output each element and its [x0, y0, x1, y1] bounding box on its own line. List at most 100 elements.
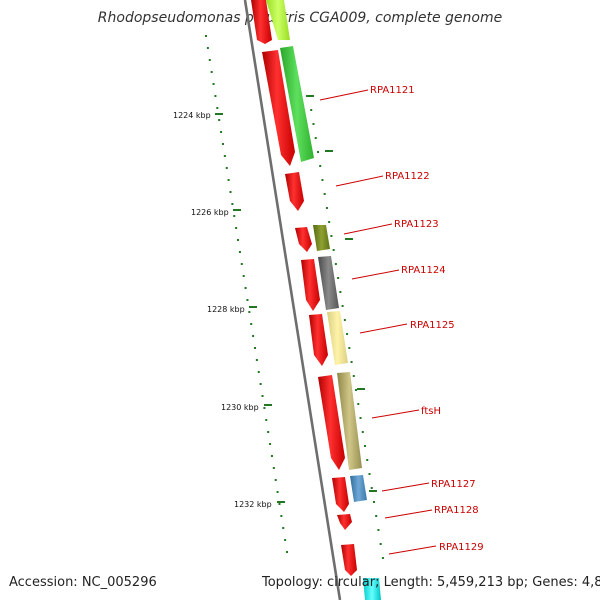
cds-arrow — [309, 314, 328, 366]
scale-tick — [341, 305, 344, 307]
scale-tick — [346, 333, 349, 335]
scale-tick — [249, 306, 257, 308]
gene-block — [318, 256, 339, 310]
scale-tick — [233, 209, 241, 211]
scale-tick — [339, 291, 342, 293]
scale-tick — [238, 251, 241, 253]
gene-label-rpa1124: RPA1124 — [401, 265, 446, 276]
topology-text: Topology: circular; Length: 5,459,213 bp… — [262, 575, 600, 590]
leader-line — [335, 175, 384, 187]
cds-arrow — [332, 477, 349, 512]
scale-tick — [332, 249, 335, 251]
scale-tick — [212, 83, 215, 85]
scale-tick — [248, 311, 251, 313]
kbp-label: 1232 kbp — [234, 500, 272, 509]
scale-tick — [284, 539, 287, 541]
scale-tick — [355, 389, 358, 391]
scale-tick — [223, 155, 226, 157]
gene-block — [337, 372, 362, 470]
gene-label-rpa1125: RPA1125 — [410, 320, 455, 331]
scale-tick — [276, 491, 279, 493]
gene-block — [350, 475, 367, 502]
scale-tick — [372, 501, 375, 503]
scale-tick — [343, 319, 346, 321]
scale-tick — [272, 467, 275, 469]
scale-tick — [229, 191, 232, 193]
gene-block — [280, 46, 314, 162]
scale-tick — [310, 109, 313, 111]
scale-tick — [206, 47, 209, 49]
scale-tick — [357, 388, 365, 390]
scale-tick — [370, 487, 373, 489]
gene-label-rpa1122: RPA1122 — [385, 171, 430, 182]
scale-tick — [218, 119, 221, 121]
scale-tick — [369, 490, 377, 492]
scale-tick — [235, 227, 238, 229]
scale-tick — [231, 203, 234, 205]
scale-tick — [345, 238, 353, 240]
scale-tick — [368, 473, 371, 475]
scale-tick — [255, 359, 258, 361]
scale-tick — [237, 239, 240, 241]
scale-tick — [270, 455, 273, 457]
scale-tick — [328, 221, 331, 223]
scale-tick — [337, 277, 340, 279]
leader-line — [359, 323, 408, 334]
scale-tick — [280, 515, 283, 517]
map-title: Rhodopseudomonas palustris CGA009, compl… — [97, 10, 503, 26]
gene-label-rpa1127: RPA1127 — [431, 479, 476, 490]
kbp-label: 1230 kbp — [221, 403, 259, 412]
scale-tick — [314, 137, 317, 139]
kbp-label: 1228 kbp — [207, 305, 245, 314]
scale-tick — [221, 143, 224, 145]
scale-tick — [210, 71, 213, 73]
cds-arrow — [301, 259, 320, 311]
scale-tick — [381, 557, 384, 559]
scale-tick — [348, 347, 351, 349]
scale-tick — [263, 407, 266, 409]
cds-arrow — [337, 514, 352, 530]
gene-labels: RPA1121 RPA1122 RPA1123 RPA1124 RPA1125 … — [370, 85, 484, 553]
gene-label-ftsh: ftsH — [421, 406, 441, 417]
scale-tick — [325, 207, 328, 209]
kbp-label: 1224 kbp — [173, 111, 211, 120]
scale-tick — [359, 417, 362, 419]
scale-tick — [252, 335, 255, 337]
scale-tick — [242, 275, 245, 277]
cds-arrow — [318, 375, 345, 470]
gene-label-rpa1128: RPA1128 — [434, 505, 479, 516]
leader-line — [388, 545, 437, 555]
cds-arrow — [295, 227, 312, 252]
gene-category-track — [266, 0, 381, 600]
scale-tick — [361, 431, 364, 433]
scale-tick — [282, 527, 285, 529]
leader-line — [343, 223, 393, 235]
cds-forward-track — [251, 0, 357, 576]
scale-tick — [277, 501, 285, 503]
scale-tick — [205, 35, 207, 37]
cds-arrow — [262, 50, 295, 166]
gene-label-rpa1129: RPA1129 — [439, 542, 484, 553]
scale-ticks — [205, 35, 384, 559]
scale-tick — [253, 347, 256, 349]
gene-block — [266, 0, 290, 40]
accession-text: Accession: NC_005296 — [9, 575, 157, 590]
scale-tick — [216, 107, 219, 109]
scale-tick — [269, 443, 272, 445]
scale-tick — [214, 95, 217, 97]
scale-tick — [261, 395, 264, 397]
scale-tick — [215, 113, 223, 115]
scale-tick — [227, 179, 230, 181]
scale-tick — [240, 263, 243, 265]
scale-tick — [267, 431, 270, 433]
scale-tick — [259, 383, 262, 385]
scale-tick — [352, 375, 355, 377]
scale-tick — [366, 459, 369, 461]
scale-tick — [250, 323, 253, 325]
scale-tick — [379, 543, 382, 545]
scale-tick — [265, 419, 268, 421]
gene-leader-lines — [319, 89, 437, 555]
scale-tick — [286, 551, 289, 553]
scale-tick — [377, 529, 380, 531]
